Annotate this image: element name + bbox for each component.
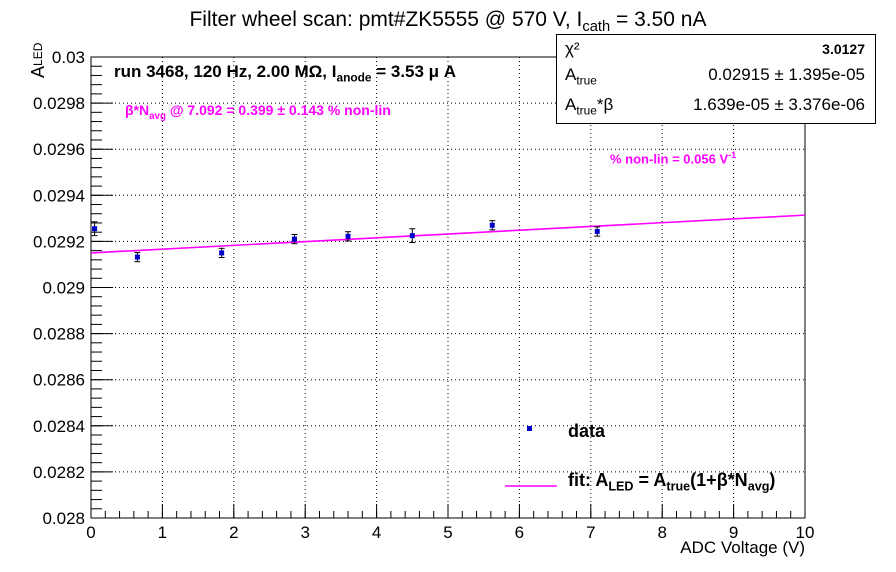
run-info-label: run 3468, 120 Hz, 2.00 MΩ, Ianode = 3.53…	[114, 62, 456, 84]
y-axis-label: ALED	[28, 42, 48, 78]
data-point	[489, 222, 495, 228]
x-tick-label: 9	[729, 523, 738, 542]
stats-row-chi2: χ² 3.0127	[565, 39, 865, 59]
legend-fit-sub1: LED	[608, 479, 634, 494]
x-axis-ticks: 0 1 2 3 4 5 6 7 8 9 10	[86, 504, 814, 542]
data-points-group	[91, 220, 601, 263]
x-tick-label: 8	[657, 523, 666, 542]
x-tick-label: 7	[586, 523, 595, 542]
run-info-main: run 3468, 120 Hz, 2.00 MΩ, I	[114, 62, 337, 81]
data-point	[594, 228, 600, 234]
nonlinearity-label: β*Navg @ 7.092 = 0.399 ± 0.143 % non-lin	[125, 102, 391, 122]
x-tick-label: 3	[300, 523, 309, 542]
chart-legend	[505, 426, 557, 487]
x-axis-label: ADC Voltage (V)	[680, 538, 805, 557]
stats-beta-label: A	[565, 95, 577, 114]
nonlinearity-tail: @ 7.092 = 0.399 ± 0.143 % non-lin	[166, 102, 391, 118]
x-tick-label: 2	[229, 523, 238, 542]
y-tick-label: 0.0294	[33, 186, 85, 205]
y-tick-label: 0.028	[42, 509, 85, 528]
stats-beta-sub: true	[576, 103, 597, 118]
y-tick-label: 0.03	[52, 48, 85, 67]
run-info-tail: = 3.53 μ A	[371, 62, 457, 81]
fit-line-group	[90, 214, 806, 254]
chart-title-tail: = 3.50 nA	[610, 8, 707, 31]
data-point	[409, 233, 415, 239]
y-axis-label-main: A	[28, 66, 48, 78]
x-tick-label: 1	[158, 523, 167, 542]
y-tick-label: 0.0292	[33, 232, 85, 251]
stats-chi2-value: 3.0127	[822, 41, 865, 57]
legend-fit-sub3: avg	[747, 479, 770, 494]
x-tick-label: 4	[372, 523, 381, 542]
y-tick-label: 0.0288	[33, 325, 85, 344]
legend-fit-mid: = A	[633, 470, 667, 490]
stats-chi2-label: χ²	[565, 39, 580, 58]
legend-fit-mid2: (1+β*N	[690, 470, 748, 490]
y-tick-label: 0.029	[42, 279, 85, 298]
chart-grid	[91, 57, 805, 518]
legend-data-label: data	[568, 421, 605, 442]
stats-box: χ² 3.0127 Atrue 0.02915 ± 1.395e-05 Atru…	[556, 34, 876, 124]
legend-fit-tail: )	[769, 470, 776, 490]
y-tick-label: 0.0286	[33, 371, 85, 390]
data-point	[291, 236, 297, 242]
y-axis-ticks: 0.028 0.0282 0.0284 0.0286 0.0288 0.029 0.0292…	[33, 48, 113, 528]
stats-beta-value: 1.639e-05 ± 3.376e-06	[693, 95, 865, 114]
legend-fit-head: fit: A	[568, 470, 609, 490]
y-tick-label: 0.0298	[33, 94, 85, 113]
y-tick-label: 0.0296	[33, 140, 85, 159]
slope-label: % non-lin = 0.056 V-1	[610, 150, 736, 166]
legend-fit-sub2: true	[666, 479, 691, 494]
legend-data-text: data	[568, 421, 606, 441]
legend-fit-label: fit: ALED = Atrue(1+β*Navg)	[568, 470, 775, 494]
nonlinearity-head: β*N	[125, 102, 150, 118]
chart-title: Filter wheel scan: pmt#ZK5555 @ 570 V, I…	[0, 8, 896, 35]
chart-title-sub: cath	[582, 19, 611, 36]
data-point	[345, 233, 351, 239]
stats-row-beta: Atrue*β 1.639e-05 ± 3.376e-06	[565, 95, 865, 117]
y-axis-label-sub: LED	[31, 42, 45, 66]
run-info-sub: anode	[336, 70, 372, 85]
chart-title-main: Filter wheel scan: pmt#ZK5555 @ 570 V, I	[189, 8, 583, 31]
y-tick-label: 0.0282	[33, 463, 85, 482]
data-point	[134, 254, 140, 260]
x-tick-label: 10	[796, 523, 815, 542]
nonlinearity-sub: avg	[149, 110, 166, 122]
stats-atrue-value: 0.02915 ± 1.395e-05	[708, 65, 865, 84]
fit-line	[90, 214, 806, 254]
x-tick-label: 5	[443, 523, 452, 542]
x-tick-label: 6	[515, 523, 524, 542]
x-tick-label: 0	[86, 523, 95, 542]
legend-data-marker	[527, 426, 532, 431]
slope-main: % non-lin = 0.056 V	[610, 151, 729, 167]
stats-atrue-label: A	[565, 65, 577, 84]
y-tick-label: 0.0284	[33, 417, 85, 436]
stats-beta-tail: *β	[596, 95, 614, 114]
slope-sup: -1	[728, 150, 737, 160]
stats-row-atrue: Atrue 0.02915 ± 1.395e-05	[565, 65, 865, 87]
data-point	[219, 250, 225, 256]
data-point	[92, 226, 98, 232]
stats-atrue-sub: true	[576, 73, 597, 88]
